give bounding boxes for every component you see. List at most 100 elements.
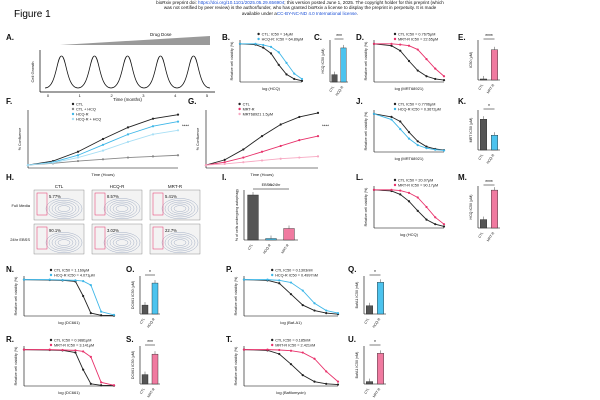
panel-F-point bbox=[126, 133, 130, 136]
panel-R-y-label: Relative cell viability (%) bbox=[14, 347, 18, 386]
panel-L-series-1 bbox=[374, 189, 445, 225]
panel-R-point bbox=[89, 355, 92, 359]
panel-R-point bbox=[100, 381, 103, 384]
panel-I-bar-ctl bbox=[247, 194, 259, 241]
panel-T-x-label: log (Bafilomycin) bbox=[276, 390, 306, 395]
flow-contour bbox=[51, 235, 77, 250]
panel-F-point bbox=[76, 150, 80, 153]
panel-N-point bbox=[22, 278, 26, 281]
panel-B-point bbox=[254, 42, 257, 45]
panel-G-point bbox=[223, 158, 226, 161]
panel-T-point bbox=[301, 351, 304, 354]
panel-K-category-label: HCQ-R bbox=[486, 153, 496, 165]
panel-N-legend-entry: HCQ-R IC50 = 4.071μM bbox=[54, 274, 95, 278]
panel-S-bar-ctl bbox=[141, 374, 149, 385]
panel-J-point bbox=[416, 140, 419, 143]
panel-E-category-label: MRT-R bbox=[486, 83, 496, 94]
panel-O-bar-hcq-r bbox=[151, 282, 159, 315]
header-doi-link[interactable]: https://doi.org/10.1101/2025.05.29.65690… bbox=[198, 0, 285, 5]
panel-L-point bbox=[434, 216, 437, 219]
panel-F-legend-marker bbox=[71, 107, 75, 111]
panel-J-x-label: log (MRT68921) bbox=[395, 156, 424, 161]
panel-I-bar-hcq-r bbox=[265, 238, 277, 241]
panel-S-category-label: MRT-R bbox=[146, 387, 156, 398]
panel-L-point bbox=[425, 205, 428, 209]
panel-F-point bbox=[151, 117, 155, 120]
panel-R-point bbox=[74, 349, 77, 352]
panel-K-bar-ctl bbox=[480, 118, 488, 151]
flow-contour bbox=[115, 205, 129, 212]
panel-letter: S. bbox=[126, 335, 134, 344]
panel-F-point bbox=[151, 155, 155, 158]
panel-R-point bbox=[112, 384, 116, 387]
panel-T-legend-entry: CTL IC50 = 0.185nM bbox=[275, 339, 310, 343]
a-tick-label: 5 bbox=[206, 93, 209, 98]
panel-G-point bbox=[316, 155, 320, 158]
panel-P-point bbox=[278, 282, 281, 285]
panel-U-bar-mrt-r bbox=[377, 353, 385, 385]
panel-J-point bbox=[434, 148, 437, 151]
panel-Q-category-label: HCQ-R bbox=[372, 317, 382, 329]
flow-gate bbox=[94, 192, 106, 216]
panel-M-significance: **** bbox=[485, 180, 493, 186]
panel-F-legend-entry: CTL bbox=[76, 103, 83, 107]
panel-N-point bbox=[82, 279, 85, 283]
panel-T-legend-marker bbox=[271, 343, 274, 347]
panel-J-y-label: Relative cell viability (%) bbox=[364, 112, 368, 151]
panel-D-legend-marker bbox=[393, 32, 397, 36]
panel-F-point bbox=[126, 156, 130, 159]
panel-U-bar-ctl bbox=[366, 381, 374, 385]
flow-contour bbox=[48, 200, 80, 218]
panel-D-legend-entry: CTL IC50 = 0.7675μM bbox=[398, 33, 435, 37]
panel-C-significance: *** bbox=[336, 34, 342, 40]
panel-C-y-label: HCQ IC50 (μM) bbox=[321, 48, 325, 73]
flow-contour bbox=[164, 234, 196, 252]
panel-letter: U. bbox=[348, 335, 356, 344]
a-tick-label: 2 bbox=[110, 93, 113, 98]
panel-O-category-label: HCQ-R bbox=[146, 317, 156, 329]
panel-G-legend-entry: MRT-R bbox=[243, 108, 255, 112]
panel-L-point bbox=[442, 223, 446, 226]
panel-K-bar-hcq-r bbox=[491, 134, 499, 151]
panel-G-point bbox=[242, 148, 245, 151]
panel-O-category-label: CTL bbox=[139, 317, 146, 325]
panel-N-point bbox=[100, 310, 103, 313]
panel-D-point bbox=[442, 78, 446, 82]
panel-B-point bbox=[293, 77, 296, 81]
panel-E-bar-mrt-r bbox=[491, 49, 499, 81]
panel-D-point bbox=[442, 75, 446, 78]
panel-letter: D. bbox=[356, 33, 364, 42]
panel-letter: T. bbox=[226, 335, 232, 344]
panel-B-legend-marker bbox=[257, 32, 260, 36]
header-license-link[interactable]: CC-BY-NC-ND 4.0 International license bbox=[276, 10, 357, 16]
flow-contour bbox=[112, 237, 132, 248]
flow-contour bbox=[115, 239, 129, 246]
panel-P-point bbox=[242, 278, 246, 281]
panel-P-legend-entry: CTL IC50 = 0.1303nM bbox=[275, 269, 312, 273]
panel-letter: L. bbox=[356, 173, 363, 182]
flow-contour bbox=[45, 198, 83, 219]
panel-B-legend-marker bbox=[257, 37, 260, 41]
panel-G-point bbox=[279, 157, 282, 160]
panel-E-bar-ctl bbox=[480, 78, 488, 81]
flow-contour bbox=[112, 203, 132, 214]
panel-D-series-0 bbox=[373, 43, 445, 81]
panel-N-point bbox=[89, 283, 92, 287]
panel-F-significance: **** bbox=[182, 123, 189, 128]
panel-M-y-label: HCQ IC50 (μM) bbox=[469, 194, 473, 219]
panel-G-x-label: Time (Hours) bbox=[250, 172, 274, 177]
panel-P-point bbox=[289, 293, 293, 296]
panel-P-point bbox=[278, 279, 281, 282]
figure-title: Figure 1 bbox=[14, 9, 51, 20]
panel-J-legend-marker bbox=[393, 102, 397, 106]
panel-I-bar-mrt-r bbox=[283, 228, 295, 241]
panel-C-bar-ctl bbox=[331, 74, 338, 83]
panel-G-point bbox=[316, 111, 320, 114]
panel-U-category-label: MRT-R bbox=[372, 387, 382, 398]
a-tick-label: 0 bbox=[47, 93, 50, 98]
panel-G-point bbox=[223, 162, 226, 166]
panel-M-bar-ctl bbox=[480, 219, 488, 229]
panel-B-point bbox=[238, 42, 242, 45]
panel-R-x-label: log (DC661) bbox=[58, 390, 80, 395]
panel-F-point bbox=[101, 149, 105, 152]
